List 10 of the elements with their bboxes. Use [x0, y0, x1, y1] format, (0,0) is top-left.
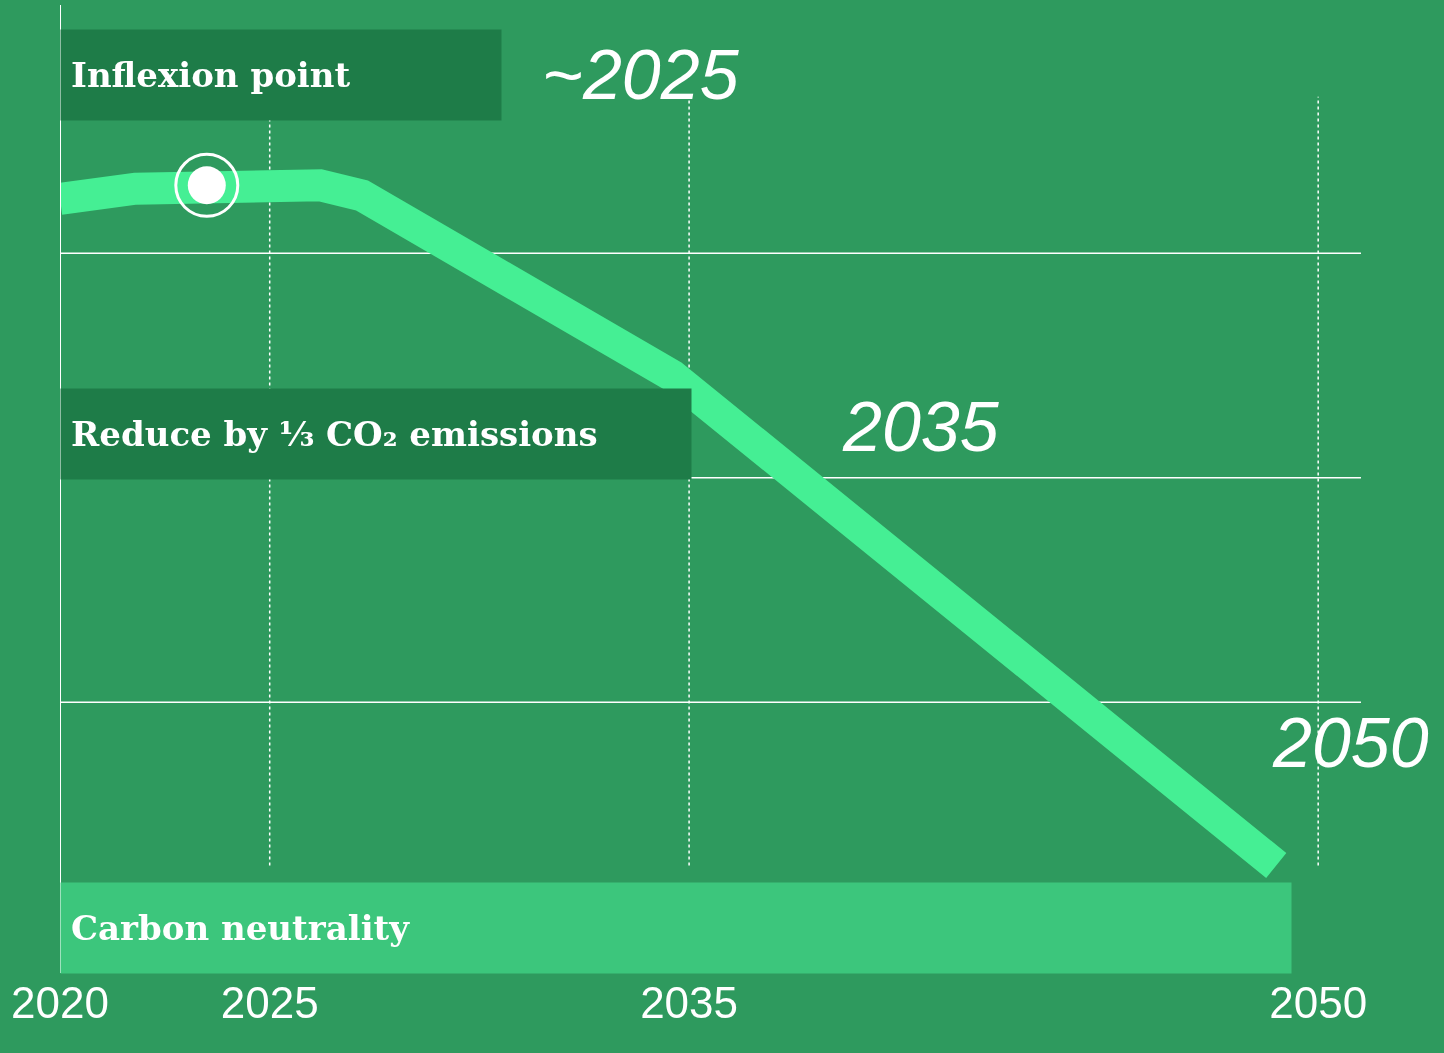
x-tick-label: 2035 [640, 978, 739, 1027]
x-tick-label: 2020 [11, 978, 109, 1027]
x-tick-label: 2050 [1269, 978, 1368, 1027]
annotation: 2050 [1272, 704, 1429, 782]
annotation: 2035 [842, 388, 1000, 466]
text: Inflexion point [71, 55, 351, 95]
x-tick-label: 2025 [220, 978, 319, 1027]
text: ~2025 [542, 36, 740, 114]
annotation: Reduce by ⅓ CO₂ emissions [71, 414, 598, 454]
text: Carbon neutrality [71, 908, 411, 948]
